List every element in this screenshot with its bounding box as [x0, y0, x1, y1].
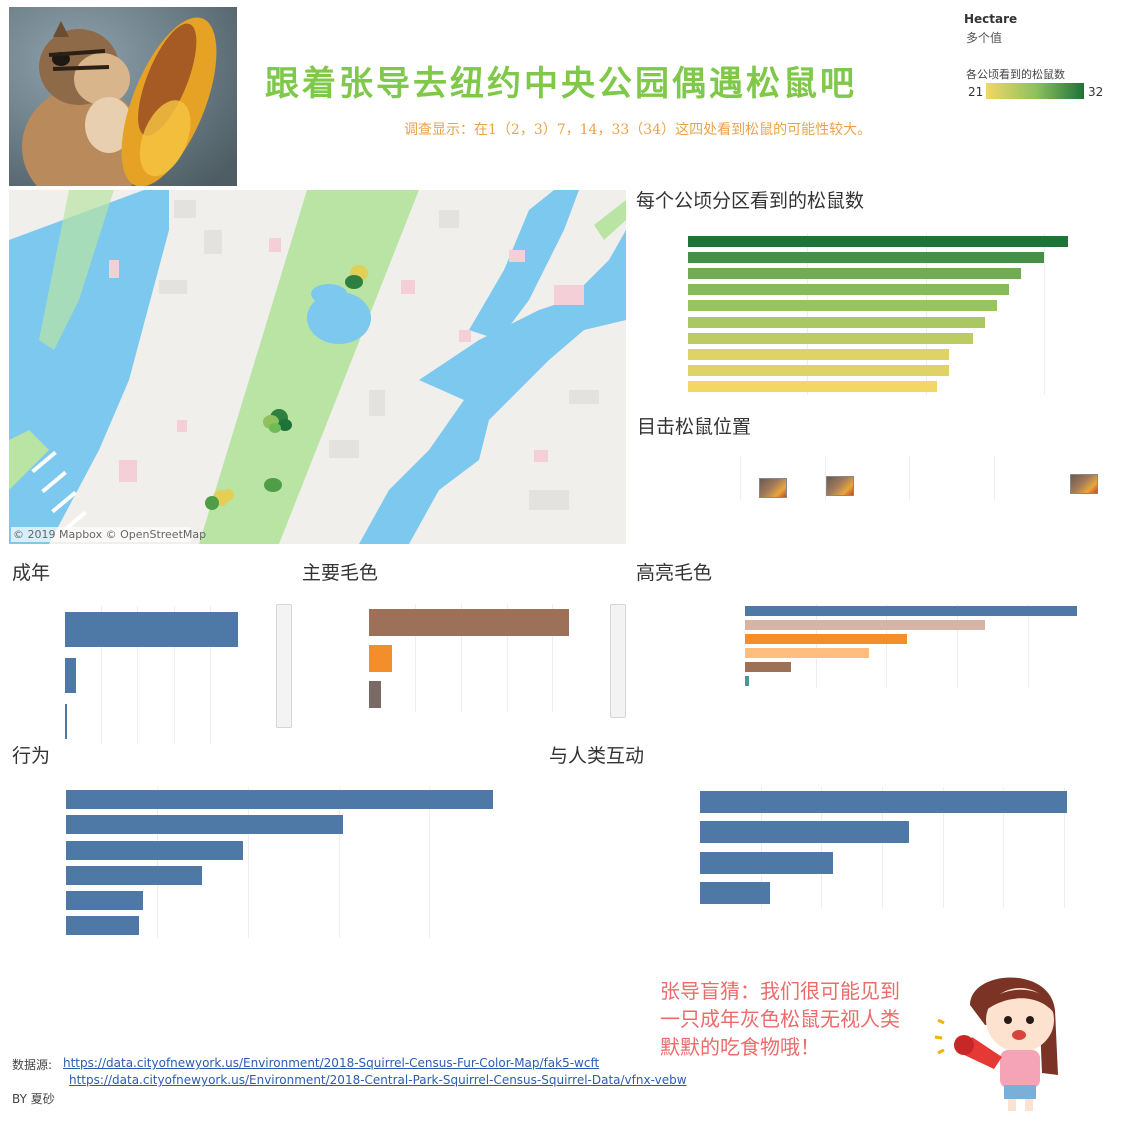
data-source-link-2[interactable]: https://data.cityofnewyork.us/Environmen…	[69, 1073, 687, 1087]
highlight-chart-title: 高亮毛色	[636, 562, 713, 584]
behavior-bar	[66, 815, 344, 835]
hectare-bar-chart	[630, 214, 1124, 398]
color-legend-gradient	[986, 83, 1084, 99]
age-bar	[65, 657, 76, 693]
highlight-gridline	[1027, 604, 1029, 688]
hectare-bar	[688, 284, 1009, 296]
location-gridline	[909, 456, 911, 500]
author-byline: BY 夏砂	[12, 1092, 55, 1106]
interaction-gridline	[1063, 787, 1065, 909]
highlight-gridline	[956, 604, 958, 688]
behavior-bar	[66, 916, 139, 936]
interaction-bar	[700, 851, 834, 874]
interaction-gridline	[821, 787, 823, 909]
highlight-gridline	[815, 604, 817, 688]
behavior-gridline	[156, 787, 158, 939]
primary-gridline	[552, 604, 554, 712]
squirrel-photo-icon	[1070, 474, 1098, 494]
primary-bar	[369, 644, 392, 672]
primary-gridline	[460, 604, 462, 712]
interaction-chart-title: 与人类互动	[549, 745, 645, 767]
guess-line-3: 默默的吃食物哦！	[660, 1035, 820, 1059]
location-chart	[630, 440, 1124, 504]
interaction-gridline	[760, 787, 762, 909]
guess-line-2: 一只成年灰色松鼠无视人类	[660, 1007, 900, 1031]
age-gridline	[173, 606, 175, 744]
primary-bar	[369, 608, 569, 636]
main-title: 跟着张导去纽约中央公园偶遇松鼠吧	[265, 64, 857, 104]
hectare-bar	[688, 251, 1045, 263]
interaction-bar	[700, 791, 1067, 814]
main-subtitle: 调查显示：在1（2，3）7，14，33（34）这四处看到松鼠的可能性较大。	[404, 122, 872, 138]
color-legend-title: 各公顷看到的松鼠数	[966, 68, 1065, 81]
central-park-map[interactable]: © 2019 Mapbox © OpenStreetMap	[9, 190, 626, 544]
behavior-bar	[66, 790, 493, 810]
age-bar	[65, 703, 68, 739]
primary-scrollbar[interactable]	[610, 604, 626, 718]
behavior-gridline	[247, 787, 249, 939]
location-gridline	[824, 456, 826, 500]
hectare-bar	[688, 349, 950, 360]
color-legend-max: 32	[1088, 85, 1104, 99]
highlight-bar	[745, 662, 791, 672]
interaction-bar	[700, 882, 770, 905]
data-source-link-1[interactable]: https://data.cityofnewyork.us/Environmen…	[63, 1056, 600, 1070]
primary-fur-bar-chart	[298, 586, 606, 728]
hectare-bar	[688, 316, 985, 328]
primary-gridline	[506, 604, 508, 712]
highlight-bar	[745, 620, 986, 630]
highlight-bar	[745, 634, 908, 644]
primary-chart-title: 主要毛色	[302, 562, 379, 584]
interaction-gridline	[881, 787, 883, 909]
cartoon-girl-illustration	[930, 965, 1070, 1113]
hectare-bar	[688, 381, 938, 393]
hectare-filter-value[interactable]: 多个值	[966, 31, 1003, 45]
highlight-gridline	[886, 604, 888, 688]
hectare-gridline	[1044, 233, 1046, 395]
interaction-bar	[700, 821, 910, 844]
behavior-bar	[66, 890, 144, 910]
age-gridline	[137, 606, 139, 744]
location-gridline	[740, 456, 741, 500]
highlight-bar	[745, 676, 749, 686]
age-scrollbar[interactable]	[276, 604, 292, 728]
highlight-fur-bar-chart	[630, 586, 1124, 690]
behavior-gridline	[338, 787, 340, 939]
hectare-bar	[688, 365, 950, 377]
hectare-gridline	[925, 233, 927, 395]
data-source-label: 数据源:	[12, 1058, 53, 1072]
squirrel-photo-icon	[826, 476, 855, 496]
behavior-bar	[66, 865, 203, 885]
map-attribution[interactable]: © 2019 Mapbox © OpenStreetMap	[13, 528, 207, 541]
location-gridline	[993, 456, 995, 500]
hectare-bar	[688, 235, 1068, 247]
behavior-chart-title: 行为	[12, 745, 51, 767]
location-chart-title: 目击松鼠位置	[637, 416, 752, 438]
interaction-gridline	[1003, 787, 1005, 909]
color-legend-min: 21	[968, 85, 984, 99]
primary-bar	[369, 680, 381, 708]
age-gridline	[209, 606, 211, 744]
behavior-bar-chart	[8, 768, 540, 942]
age-gridline	[101, 606, 103, 744]
behavior-bar	[66, 840, 244, 860]
guess-line-1: 张导盲猜：我们很可能见到	[660, 979, 900, 1003]
hectare-filter-label: Hectare	[964, 12, 1018, 26]
hectare-bar	[688, 332, 973, 344]
behavior-gridline	[429, 787, 431, 939]
squirrel-photo	[9, 7, 237, 186]
hectare-chart-title: 每个公顷分区看到的松鼠数	[636, 190, 865, 212]
interaction-gridline	[942, 787, 944, 909]
age-bar	[65, 611, 238, 647]
hectare-bar	[688, 268, 1021, 279]
highlight-bar	[745, 648, 869, 658]
highlight-bar	[745, 606, 1077, 616]
interaction-bar-chart	[545, 768, 1117, 910]
hectare-gridline	[806, 233, 808, 395]
age-chart-title: 成年	[12, 562, 51, 584]
hectare-bar	[688, 300, 997, 312]
age-bar-chart	[8, 586, 270, 744]
squirrel-photo-icon	[758, 478, 787, 498]
primary-gridline	[414, 604, 416, 712]
